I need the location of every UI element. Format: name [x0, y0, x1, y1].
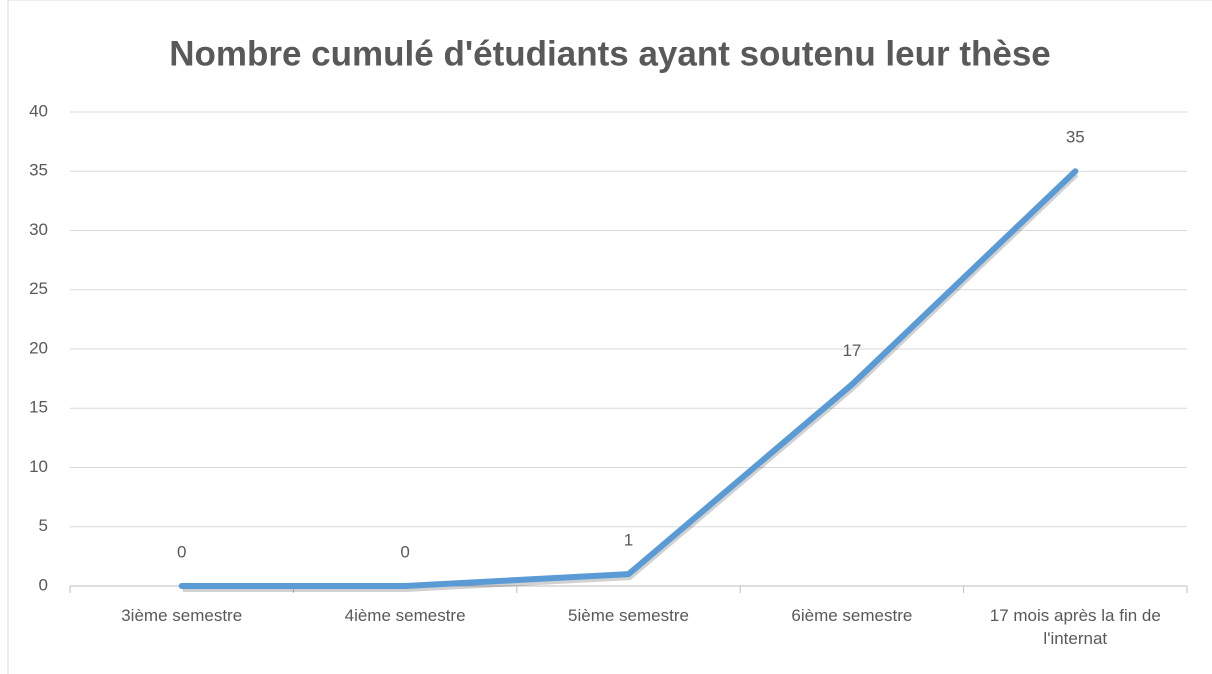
- data-label: 35: [1066, 128, 1085, 147]
- data-label: 1: [624, 531, 633, 550]
- data-label: 0: [400, 542, 409, 561]
- data-label: 0: [177, 542, 186, 561]
- data-line: [178, 168, 1079, 589]
- chart-title: Nombre cumulé d'étudiants ayant soutenu …: [169, 34, 1051, 73]
- y-tick-label: 5: [39, 516, 48, 535]
- chart-border: [7, 0, 1212, 674]
- y-tick-label: 0: [39, 575, 48, 594]
- y-tick-label: 10: [29, 457, 48, 476]
- x-tick-label: 4ième semestre: [344, 606, 466, 625]
- y-tick-label: 30: [29, 220, 48, 239]
- y-tick-label: 40: [29, 101, 48, 120]
- data-label: 17: [842, 341, 861, 360]
- y-tick-label: 25: [29, 279, 48, 298]
- x-tick-label: 3ième semestre: [121, 606, 243, 625]
- x-tick-label: 17 mois après la fin de l'internat: [989, 606, 1161, 648]
- y-tick-label: 15: [29, 398, 48, 417]
- x-tick-label: 6ième semestre: [791, 606, 913, 625]
- y-tick-label: 20: [29, 338, 48, 357]
- y-tick-label: 35: [29, 161, 48, 180]
- x-tick-label: 5ième semestre: [568, 606, 689, 625]
